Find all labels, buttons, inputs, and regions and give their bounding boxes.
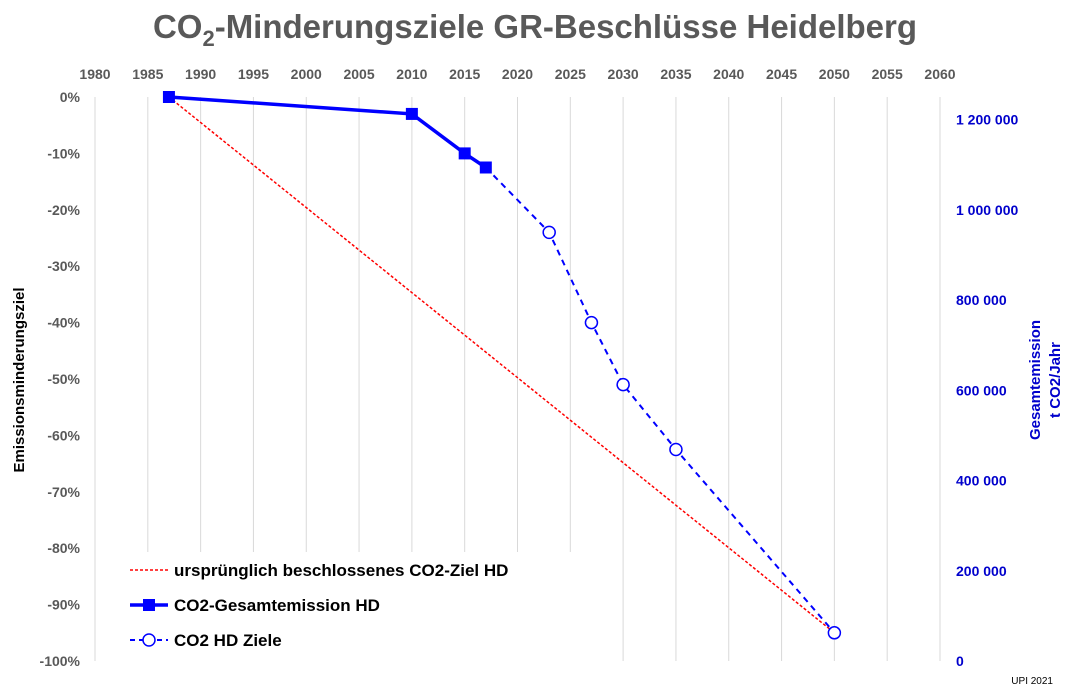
y-tick-1: -10% — [47, 145, 80, 161]
legend-marker-targets — [142, 633, 156, 647]
x-tick-2025: 2025 — [555, 66, 586, 82]
y2-tick-5: 1 000 000 — [956, 202, 1018, 218]
y2-tick-6: 1 200 000 — [956, 112, 1018, 128]
point-targets-2030 — [616, 377, 630, 392]
y2-tick-4: 800 000 — [956, 292, 1007, 308]
x-tick-2005: 2005 — [343, 66, 374, 82]
x-tick-2055: 2055 — [872, 66, 903, 82]
legend-label-targets: CO2 HD Ziele — [174, 631, 282, 650]
y-tick-6: -60% — [47, 427, 80, 443]
gridlines — [147, 97, 941, 661]
point-targets-2035 — [669, 442, 683, 457]
y2-tick-3: 600 000 — [956, 382, 1007, 398]
series-line-original-target — [168, 96, 835, 634]
x-tick-1990: 1990 — [185, 66, 216, 82]
point-targets-2050 — [827, 626, 842, 640]
x-tick-2060: 2060 — [924, 66, 955, 82]
y-tick-2: -20% — [47, 202, 80, 218]
axes — [94, 97, 941, 661]
y-axis-label: Emissionsminderungsziel — [11, 287, 28, 472]
y-tick-3: -30% — [47, 258, 80, 274]
x-axis-ticks: 1980 1985 1990 1995 2000 2005 2010 2015 2020 2025… — [79, 66, 955, 82]
footnote: UPI 2021 — [1011, 676, 1053, 687]
y-tick-9: -90% — [47, 597, 80, 613]
y2-axis-label-line1: Gesamtemission — [1027, 320, 1044, 440]
x-tick-1995: 1995 — [238, 66, 269, 82]
y2-tick-2: 400 000 — [956, 473, 1007, 489]
x-tick-2050: 2050 — [819, 66, 850, 82]
point-total-emission-1987 — [162, 91, 175, 103]
point-total-emission-2010 — [405, 107, 418, 120]
y-tick-5: -50% — [47, 371, 80, 387]
x-tick-2020: 2020 — [502, 66, 533, 82]
x-tick-2030: 2030 — [608, 66, 639, 82]
series-line-total-emission — [168, 95, 487, 169]
point-total-emission-2015 — [458, 147, 471, 160]
series — [162, 91, 842, 640]
y-tick-10: -100% — [40, 653, 81, 669]
y-axis-ticks: 0% -10% -20% -30% -40% -50% -60% -70% -80% -90% -1… — [40, 89, 81, 669]
x-tick-2010: 2010 — [396, 66, 427, 82]
y-tick-8: -80% — [47, 540, 80, 556]
legend-box — [118, 552, 588, 664]
x-tick-2040: 2040 — [713, 66, 744, 82]
legend-marker-total-emission — [143, 599, 155, 611]
legend-label-original-target: ursprünglich beschlossenes CO2-Ziel HD — [174, 561, 508, 580]
x-tick-2045: 2045 — [766, 66, 797, 82]
point-total-emission-2017 — [479, 161, 492, 174]
y2-axis-ticks: 0 200 000 400 000 600 000 800 000 1 000 000 1 … — [956, 112, 1018, 669]
y-tick-0: 0% — [60, 89, 81, 105]
legend-label-total-emission: CO2-Gesamtemission HD — [174, 596, 380, 615]
y2-axis-label-line2: t CO2/Jahr — [1047, 342, 1064, 418]
y2-tick-1: 200 000 — [956, 563, 1007, 579]
y-tick-4: -40% — [47, 315, 80, 331]
x-tick-1985: 1985 — [132, 66, 163, 82]
x-tick-2015: 2015 — [449, 66, 480, 82]
chart-title: CO2-Minderungsziele GR-Beschlüsse Heidel… — [153, 8, 917, 51]
legend: ursprünglich beschlossenes CO2-Ziel HD C… — [118, 552, 588, 664]
point-targets-2027 — [584, 315, 599, 330]
x-tick-1980: 1980 — [79, 66, 110, 82]
y2-tick-0: 0 — [956, 653, 964, 669]
y-tick-7: -70% — [47, 484, 80, 500]
point-targets-2023 — [542, 225, 556, 240]
x-tick-2000: 2000 — [291, 66, 322, 82]
x-tick-2035: 2035 — [660, 66, 691, 82]
series-line-targets — [485, 166, 836, 634]
